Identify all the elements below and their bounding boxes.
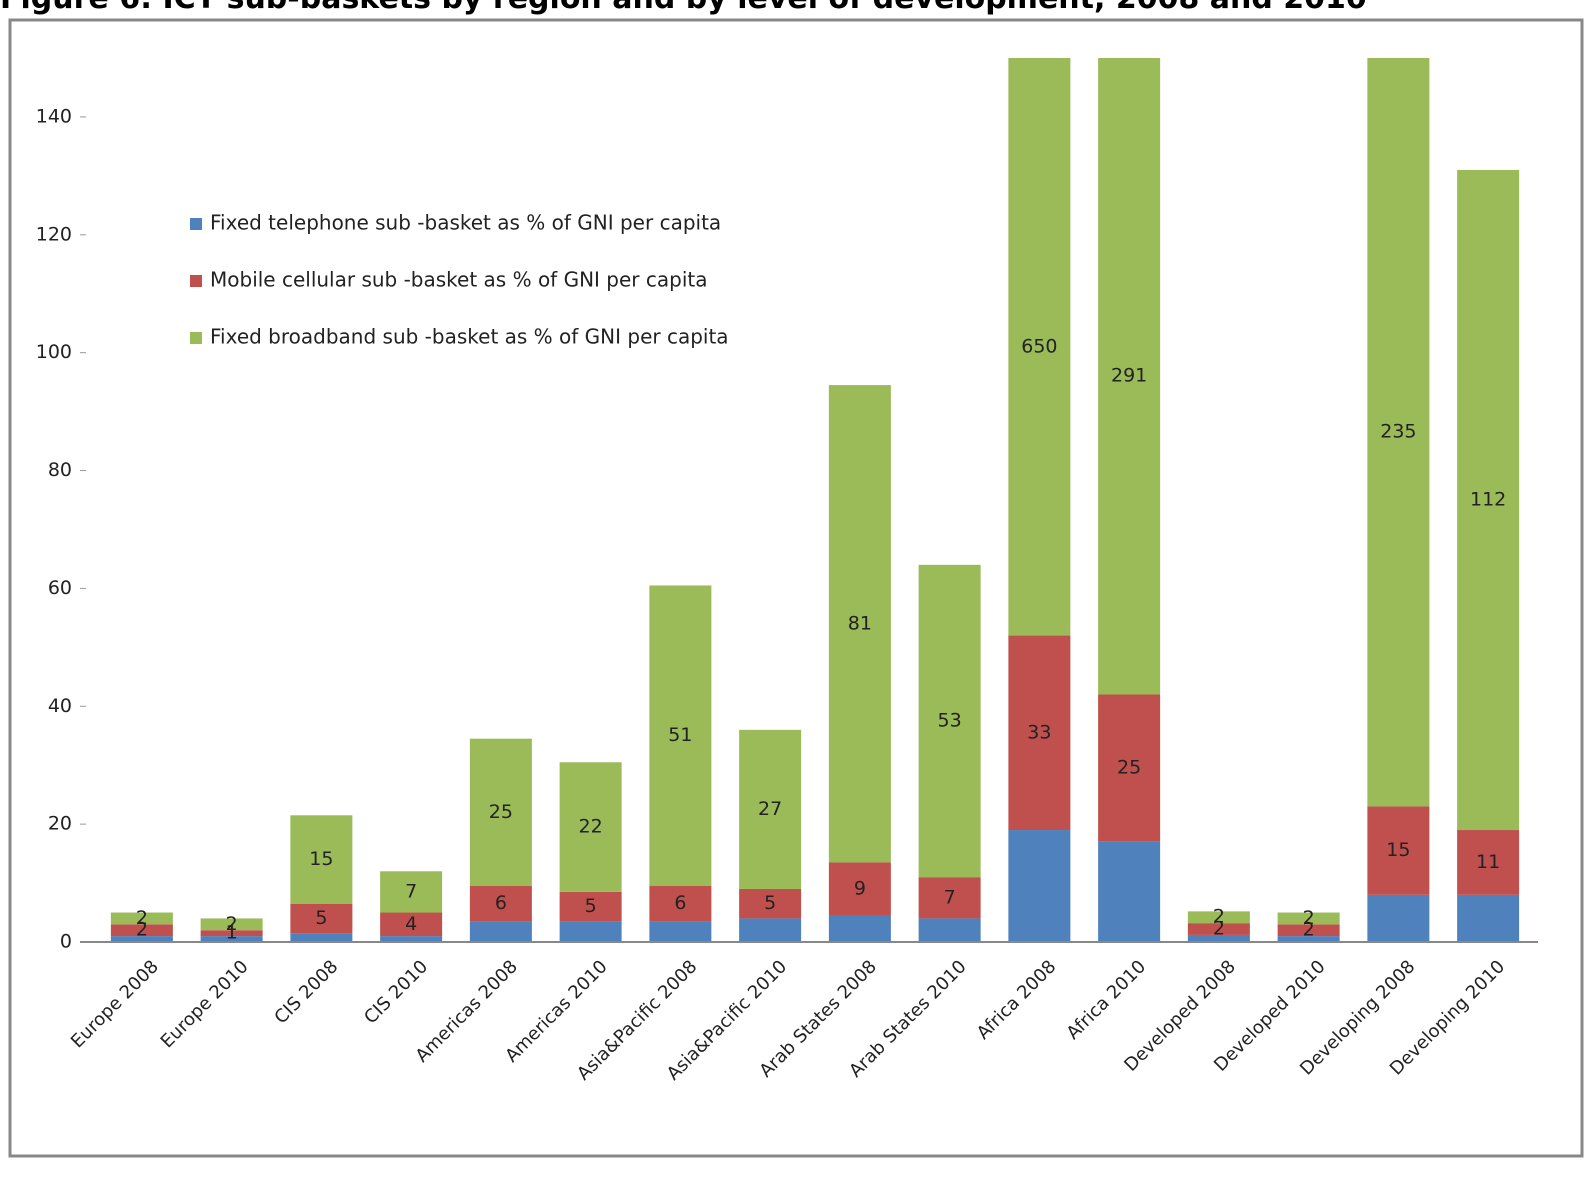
bar-segment (380, 871, 443, 913)
bar-segment (200, 918, 263, 931)
bar-segment (1277, 936, 1340, 942)
bar-segment (380, 936, 443, 942)
data-label: 7 (405, 880, 417, 902)
data-label: 25 (1117, 757, 1141, 779)
data-label: 33 (1027, 721, 1051, 743)
y-tick-label: 120 (36, 223, 72, 245)
plot-area (110, 58, 1520, 942)
data-label: 7 (944, 886, 956, 908)
data-label: 6 (495, 892, 507, 914)
data-label: 112 (1470, 489, 1506, 511)
bar-segment (739, 918, 802, 942)
bar-segment (828, 915, 891, 942)
data-label: 4 (405, 913, 417, 935)
bar-segment (1008, 58, 1071, 636)
y-tick-label: 60 (48, 577, 72, 599)
bar-segment (200, 930, 263, 937)
y-tick-label: 40 (48, 695, 72, 717)
bar-segment (1187, 934, 1250, 942)
y-tick-label: 0 (60, 931, 72, 953)
data-label: 6 (674, 892, 686, 914)
bar-segment (1367, 894, 1430, 942)
y-tick-label: 140 (36, 105, 72, 127)
bar-segment (1008, 635, 1071, 831)
bar-segment (469, 921, 532, 942)
legend-label: Mobile cellular sub -basket as % of GNI … (210, 268, 707, 292)
bar-segment (200, 936, 263, 942)
data-label: 1 (226, 922, 238, 944)
legend-label: Fixed broadband sub -basket as % of GNI … (210, 325, 729, 349)
bar-segment (918, 564, 981, 878)
bar-segment (649, 585, 712, 887)
y-tick-label: 20 (48, 813, 72, 835)
bar-segment (739, 888, 802, 919)
chart-title: Figure 6: ICT sub-baskets by region and … (0, 0, 1367, 16)
y-tick-label: 100 (36, 341, 72, 363)
bar-segment (1457, 830, 1520, 895)
data-label: 15 (309, 848, 333, 870)
data-label: 2 (136, 907, 148, 929)
bar-segment (1457, 169, 1520, 831)
data-label: 2 (1303, 907, 1315, 929)
bar-segment (290, 815, 353, 904)
bar-segment (1277, 924, 1340, 937)
bar-segment (110, 936, 173, 942)
bar-segment (918, 877, 981, 919)
bar-segment (380, 912, 443, 937)
bar-segment (469, 738, 532, 887)
data-label: 2 (226, 913, 238, 935)
legend-swatch (190, 275, 202, 287)
data-label: 2 (1303, 919, 1315, 941)
y-tick-label: 80 (48, 459, 72, 481)
data-label: 53 (938, 710, 962, 732)
data-label: 15 (1386, 839, 1410, 861)
data-label: 25 (489, 801, 513, 823)
legend-label: Fixed telephone sub -basket as % of GNI … (210, 211, 721, 235)
data-label: 291 (1111, 365, 1147, 387)
bar-segment (110, 912, 173, 925)
data-label: 2 (136, 919, 148, 941)
bar-segment (649, 921, 712, 942)
bar-segment (290, 903, 353, 934)
bar-segment (110, 924, 173, 937)
bar-segment (1008, 830, 1071, 942)
bar-segment (828, 385, 891, 863)
bar-segment (559, 891, 622, 922)
bar-segment (559, 762, 622, 892)
data-label: 650 (1021, 335, 1057, 357)
legend-swatch (190, 218, 202, 230)
bar-segment (1098, 58, 1161, 695)
bar-segment (1367, 806, 1430, 895)
data-label: 5 (315, 907, 327, 929)
bar-segment (1187, 911, 1250, 924)
bar-segment (1367, 58, 1430, 807)
bar-segment (559, 921, 622, 942)
bar-segment (1098, 694, 1161, 842)
bar-segment (1187, 923, 1250, 935)
data-label: 9 (854, 877, 866, 899)
data-label: 27 (758, 798, 782, 820)
data-label: 51 (668, 724, 692, 746)
bar-segment (918, 918, 981, 942)
bar-segment (649, 886, 712, 922)
data-label: 2 (1213, 906, 1225, 928)
data-label: 5 (764, 892, 776, 914)
chart-frame (8, 18, 1584, 1158)
data-label: 2 (1213, 918, 1225, 940)
bar-segment (1457, 894, 1520, 942)
data-label: 81 (848, 612, 872, 634)
bar-segment (739, 729, 802, 889)
data-label: 11 (1476, 851, 1500, 873)
data-label: 235 (1380, 421, 1416, 443)
bar-segment (469, 886, 532, 922)
bar-segment (1277, 912, 1340, 925)
data-label: 5 (585, 895, 597, 917)
legend-swatch (190, 332, 202, 344)
data-label: 22 (579, 816, 603, 838)
bar-segment (1098, 841, 1161, 942)
bar-segment (290, 933, 353, 942)
bar-segment (828, 862, 891, 916)
